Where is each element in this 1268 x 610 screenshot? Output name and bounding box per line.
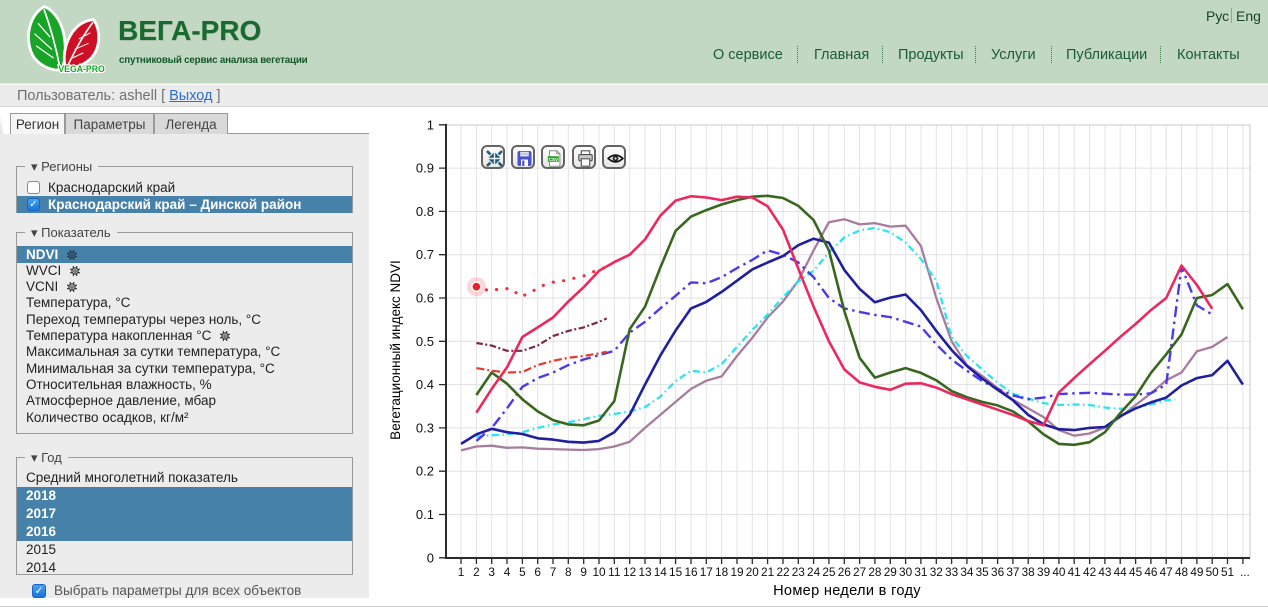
svg-text:0.7: 0.7 xyxy=(416,247,434,262)
svg-text:41: 41 xyxy=(1068,565,1081,579)
svg-text:30: 30 xyxy=(899,565,913,579)
svg-text:1: 1 xyxy=(458,565,465,579)
svg-text:8: 8 xyxy=(565,565,572,579)
svg-text:0.9: 0.9 xyxy=(416,161,434,176)
svg-text:3: 3 xyxy=(488,565,495,579)
svg-text:49: 49 xyxy=(1190,565,1203,579)
svg-text:47: 47 xyxy=(1160,565,1173,579)
svg-text:0.2: 0.2 xyxy=(416,464,434,479)
svg-text:0.6: 0.6 xyxy=(416,291,434,306)
svg-text:33: 33 xyxy=(945,565,959,579)
svg-text:51: 51 xyxy=(1221,565,1234,579)
svg-text:20: 20 xyxy=(746,565,760,579)
svg-text:21: 21 xyxy=(761,565,774,579)
svg-text:0.4: 0.4 xyxy=(416,377,434,392)
svg-text:39: 39 xyxy=(1037,565,1050,579)
svg-text:38: 38 xyxy=(1022,565,1036,579)
svg-text:31: 31 xyxy=(914,565,927,579)
svg-text:13: 13 xyxy=(638,565,652,579)
svg-text:4: 4 xyxy=(504,565,511,579)
svg-text:36: 36 xyxy=(991,565,1005,579)
svg-text:9: 9 xyxy=(580,565,587,579)
svg-text:Вегетационный индекс NDVI: Вегетационный индекс NDVI xyxy=(388,260,403,440)
svg-text:0: 0 xyxy=(427,550,434,565)
svg-text:12: 12 xyxy=(623,565,636,579)
svg-text:48: 48 xyxy=(1175,565,1189,579)
svg-text:25: 25 xyxy=(822,565,836,579)
svg-text:37: 37 xyxy=(1006,565,1019,579)
svg-text:19: 19 xyxy=(730,565,743,579)
svg-text:17: 17 xyxy=(700,565,713,579)
svg-text:14: 14 xyxy=(654,565,668,579)
svg-text:42: 42 xyxy=(1083,565,1096,579)
svg-text:35: 35 xyxy=(976,565,990,579)
svg-text:32: 32 xyxy=(930,565,943,579)
svg-text:Номер недели в году: Номер недели в году xyxy=(773,583,921,599)
svg-text:43: 43 xyxy=(1098,565,1112,579)
svg-text:18: 18 xyxy=(715,565,729,579)
svg-text:27: 27 xyxy=(853,565,866,579)
svg-text:45: 45 xyxy=(1129,565,1143,579)
svg-text:28: 28 xyxy=(868,565,882,579)
svg-text:15: 15 xyxy=(669,565,683,579)
svg-text:26: 26 xyxy=(838,565,852,579)
svg-text:VEGA-PRO: VEGA-PRO xyxy=(58,64,105,74)
svg-text:40: 40 xyxy=(1052,565,1066,579)
svg-text:11: 11 xyxy=(608,565,620,579)
svg-text:...: ... xyxy=(1240,565,1250,579)
svg-text:0.3: 0.3 xyxy=(416,420,434,435)
svg-text:5: 5 xyxy=(519,565,526,579)
svg-text:7: 7 xyxy=(550,565,557,579)
svg-text:29: 29 xyxy=(884,565,897,579)
svg-text:16: 16 xyxy=(684,565,698,579)
svg-text:44: 44 xyxy=(1114,565,1128,579)
svg-text:24: 24 xyxy=(807,565,821,579)
svg-text:10: 10 xyxy=(592,565,606,579)
svg-text:0.5: 0.5 xyxy=(416,334,434,349)
svg-text:22: 22 xyxy=(776,565,789,579)
svg-text:46: 46 xyxy=(1144,565,1158,579)
svg-text:23: 23 xyxy=(792,565,806,579)
svg-text:CSV: CSV xyxy=(549,157,559,162)
svg-text:1: 1 xyxy=(427,117,434,132)
svg-text:2: 2 xyxy=(473,565,480,579)
svg-text:50: 50 xyxy=(1206,565,1220,579)
svg-text:0.8: 0.8 xyxy=(416,204,434,219)
svg-text:34: 34 xyxy=(960,565,974,579)
svg-text:0.1: 0.1 xyxy=(416,507,434,522)
svg-text:6: 6 xyxy=(534,565,541,579)
